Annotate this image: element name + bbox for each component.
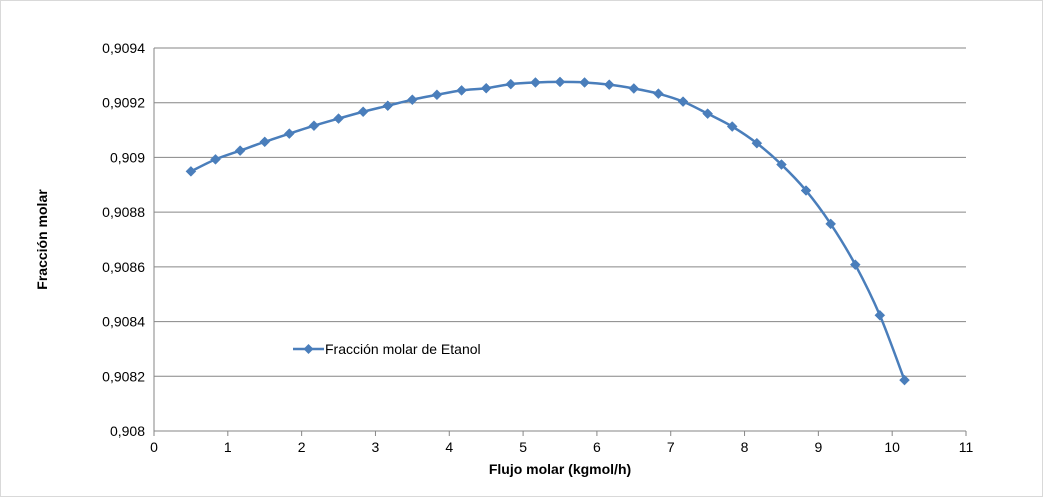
data-point-marker [357,106,369,118]
x-tick-label: 11 [959,439,974,455]
x-tick-label: 3 [372,439,380,455]
y-tick-label: 0,909 [110,149,145,165]
y-axis-title: Fracción molar [34,189,50,290]
data-point-marker [825,218,837,230]
x-tick-label: 7 [667,439,675,455]
y-tick-label: 0,908 [110,423,145,439]
data-point-marker [185,166,197,177]
x-tick-label: 6 [593,439,601,455]
data-point-marker [874,309,886,321]
data-point-marker [480,82,492,94]
data-point-marker [554,76,566,88]
data-point-marker [530,77,541,88]
axes [153,48,967,436]
y-tick-label: 0,9082 [102,368,145,384]
data-point-marker [653,88,664,100]
data-point-marker [579,77,590,88]
x-axis-title: Flujo molar (kgmol/h) [489,461,631,477]
data-point-marker [234,145,246,156]
data-point-marker [505,78,517,90]
data-point-marker [333,113,344,124]
series-layer [185,76,910,386]
x-tick-label: 5 [519,439,527,455]
y-tick-label: 0,9088 [102,204,145,220]
x-tick-labels: 0 1 2 3 4 5 6 7 8 9 10 11 [150,439,973,455]
y-tick-label: 0,9086 [102,259,145,275]
x-tick-label: 8 [741,439,749,455]
x-tick-label: 2 [298,439,306,455]
x-tick-label: 10 [884,439,900,455]
data-point-marker [431,89,443,101]
legend-diamond-marker [303,344,314,354]
data-point-marker [456,85,467,96]
data-point-marker [800,185,812,196]
data-point-marker [382,100,394,112]
x-tick-label: 4 [445,439,453,455]
data-point-marker [751,137,763,149]
y-tick-label: 0,9094 [102,40,145,56]
series-line [190,80,906,381]
y-tick-label: 0,9092 [102,95,145,111]
y-tick-labels: 0,908 0,9082 0,9084 0,9086 0,9088 0,909 0,9092… [102,40,145,439]
data-point-marker [776,159,787,170]
data-point-marker [726,121,738,132]
data-point-marker [899,374,910,386]
data-point-marker [308,120,320,132]
data-point-marker [407,94,418,106]
data-point-marker [283,128,295,139]
data-point-marker [259,136,271,148]
legend-label: Fracción molar de Etanol [325,341,481,357]
data-point-marker [849,259,861,271]
legend: Fracción molar de Etanol [293,341,481,357]
x-tick-label: 9 [814,439,822,455]
data-point-marker [603,79,615,91]
data-point-marker [210,153,221,165]
data-point-marker [677,96,689,107]
data-point-marker [702,108,713,120]
x-tick-label: 1 [224,439,232,455]
data-point-marker [628,83,640,94]
y-tick-label: 0,9084 [102,314,145,330]
x-tick-label: 0 [150,439,158,455]
gridlines [154,47,966,377]
